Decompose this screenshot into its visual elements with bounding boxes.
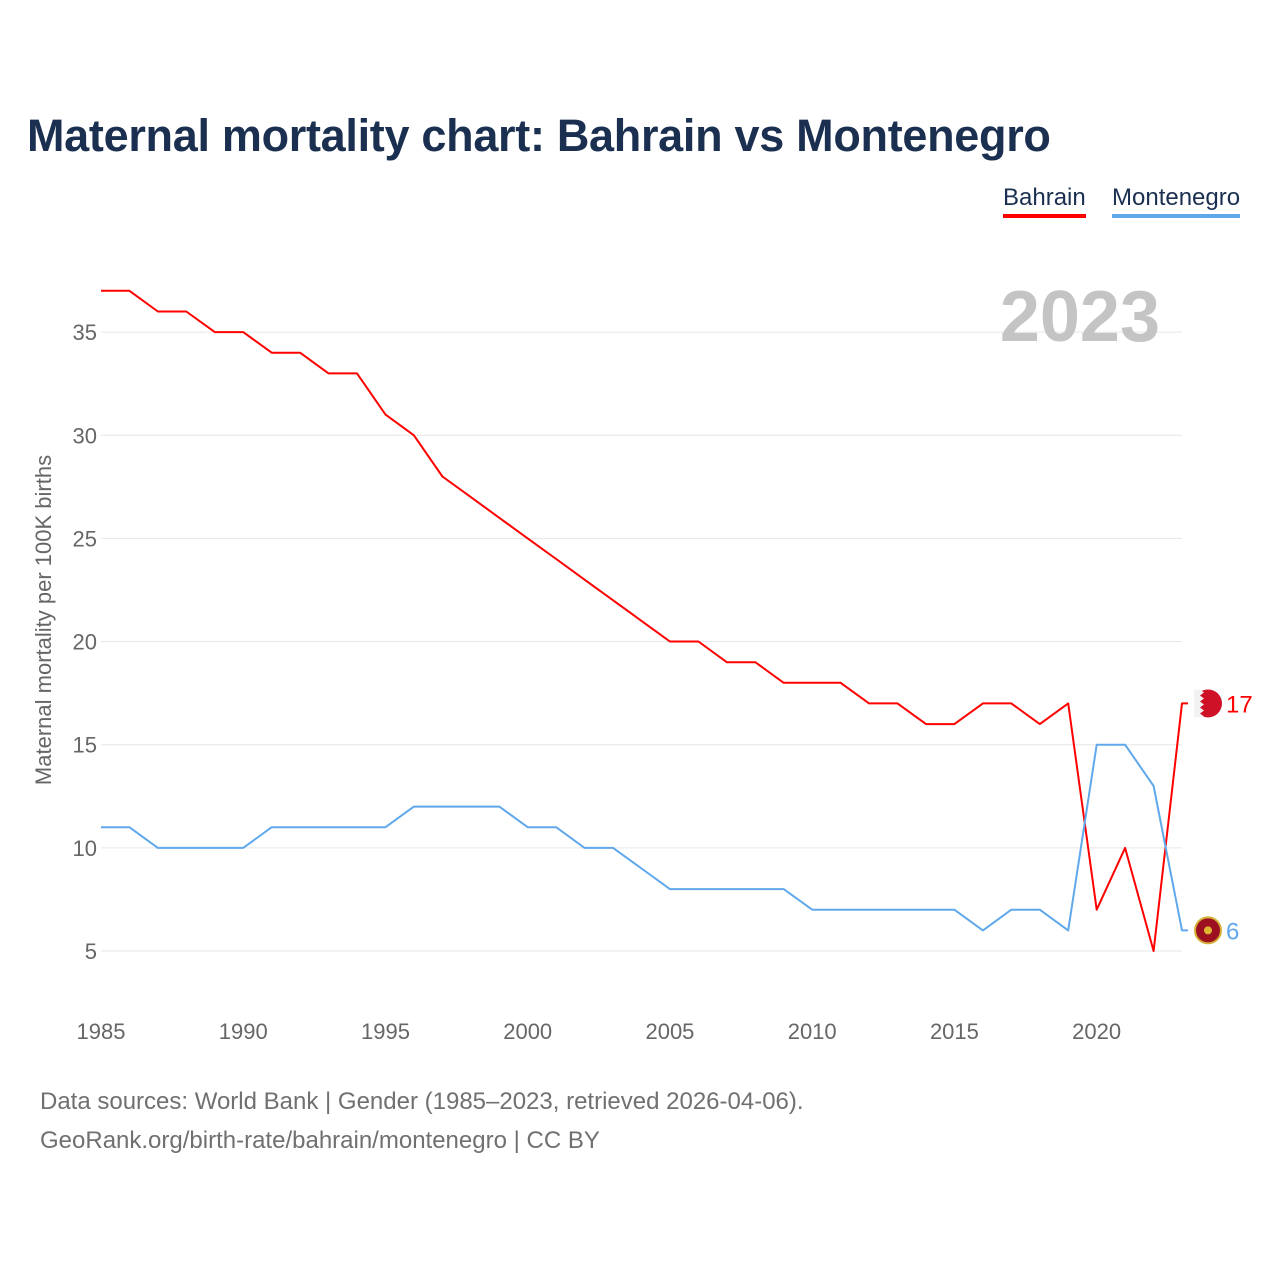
y-tick-label: 10 xyxy=(73,836,97,861)
y-tick-label: 35 xyxy=(73,320,97,345)
x-tick-label: 2010 xyxy=(788,1019,837,1044)
x-tick-label: 2015 xyxy=(930,1019,979,1044)
source-note: Data sources: World Bank | Gender (1985–… xyxy=(40,1088,804,1115)
x-tick-label: 2020 xyxy=(1072,1019,1121,1044)
x-tick-label: 1990 xyxy=(219,1019,268,1044)
x-tick-label: 1995 xyxy=(361,1019,410,1044)
x-tick-label: 2000 xyxy=(503,1019,552,1044)
source-link[interactable]: GeoRank.org/birth-rate/bahrain/montenegr… xyxy=(40,1127,600,1154)
y-axis-label: Maternal mortality per 100K births xyxy=(31,455,56,785)
x-tick-label: 2005 xyxy=(645,1019,694,1044)
y-tick-label: 15 xyxy=(73,733,97,758)
series-line-montenegro xyxy=(101,743,1188,932)
x-tick-label: 1985 xyxy=(77,1019,126,1044)
end-value-label: 17 xyxy=(1226,691,1253,718)
montenegro-flag-emblem xyxy=(1204,926,1212,935)
bahrain-flag-white-band xyxy=(1194,689,1204,718)
chart-title: Maternal mortality chart: Bahrain vs Mon… xyxy=(27,110,1051,161)
end-value-label: 6 xyxy=(1226,918,1239,945)
y-tick-label: 30 xyxy=(73,423,97,448)
legend-montenegro[interactable]: Montenegro xyxy=(1112,184,1241,218)
y-tick-label: 20 xyxy=(73,630,97,655)
legend-bahrain[interactable]: Bahrain xyxy=(1003,184,1086,218)
line-chart: 5 10 15 20 25 30 35 1985 1990 1995 2000 2005 2010 201… xyxy=(31,277,1253,1044)
year-label: 2023 xyxy=(1000,277,1160,357)
series-line-bahrain xyxy=(101,289,1188,952)
y-tick-label: 25 xyxy=(73,526,97,551)
y-tick-label: 5 xyxy=(85,939,97,964)
